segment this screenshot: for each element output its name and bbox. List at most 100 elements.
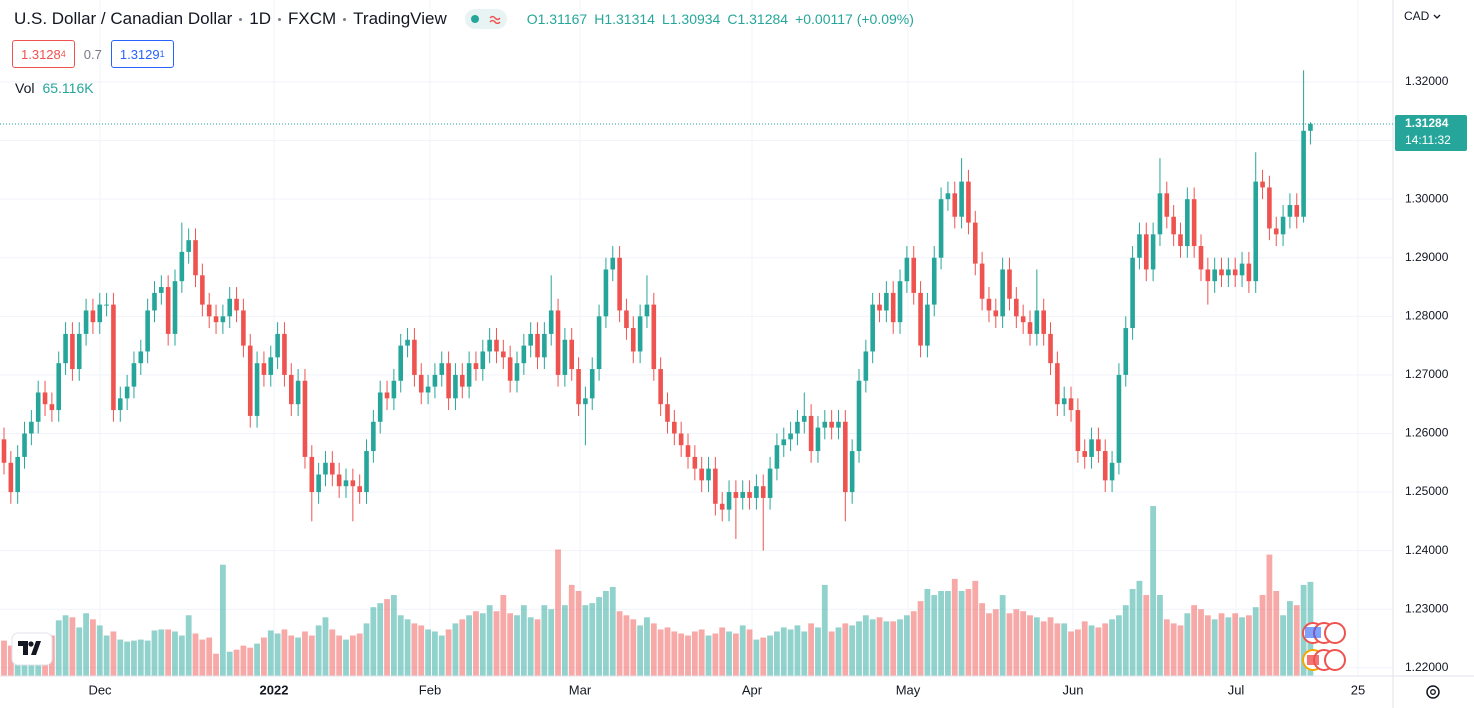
x-tick-label: 2022 bbox=[260, 682, 289, 697]
currency-chevron[interactable] bbox=[1433, 14, 1441, 19]
volume-bar bbox=[897, 619, 903, 676]
volume-bar bbox=[1293, 605, 1300, 676]
volume-bar bbox=[1020, 611, 1027, 676]
candle-body bbox=[870, 304, 875, 352]
volume-bar bbox=[575, 591, 582, 676]
candle-body bbox=[1308, 123, 1313, 131]
candle-body bbox=[350, 480, 356, 487]
candle-body bbox=[412, 339, 417, 375]
candle-body bbox=[1287, 205, 1293, 217]
candle-body bbox=[630, 328, 636, 352]
volume-bar bbox=[479, 613, 486, 676]
quote-row: 1.3128 4 0.7 1.3129 1 bbox=[12, 40, 174, 68]
change: +0.00117 (+0.09%) bbox=[795, 11, 914, 27]
currency[interactable]: CAD bbox=[1404, 9, 1430, 23]
volume-bar bbox=[137, 639, 144, 676]
volume-bar bbox=[117, 639, 124, 676]
volume-bar bbox=[938, 591, 944, 676]
volume-bar bbox=[96, 625, 103, 676]
ohlc-value: 1.30934 bbox=[669, 11, 721, 27]
candle-body bbox=[172, 281, 178, 334]
legend-header: U.S. Dollar / Canadian Dollar 1D FXCM Tr… bbox=[14, 9, 914, 29]
symbol: U.S. Dollar / Canadian Dollar bbox=[14, 9, 233, 28]
volume-bar bbox=[616, 611, 623, 676]
x-tick-label: May bbox=[896, 682, 921, 697]
event-flags[interactable] bbox=[1302, 622, 1346, 671]
volume-bar bbox=[438, 635, 445, 676]
candle-body bbox=[1267, 187, 1272, 229]
bid-main: 1.3128 bbox=[21, 46, 61, 62]
candle-body bbox=[371, 421, 376, 452]
buy-button[interactable]: 1.3129 1 bbox=[110, 40, 174, 68]
candle-body bbox=[1034, 310, 1040, 334]
candle-body bbox=[1212, 269, 1217, 282]
candle-body bbox=[466, 363, 472, 387]
candle-body bbox=[658, 369, 663, 405]
volume-bar bbox=[158, 629, 165, 676]
candle-body bbox=[849, 451, 855, 493]
volume-bar bbox=[192, 633, 199, 676]
candle-body bbox=[453, 374, 458, 399]
volume-bar bbox=[1259, 595, 1266, 676]
ohlc-key: H bbox=[594, 11, 605, 27]
candle-body bbox=[1096, 439, 1101, 452]
volume-pane bbox=[1, 506, 1314, 676]
volume-bar bbox=[637, 625, 644, 676]
candle-body bbox=[117, 398, 123, 411]
candle-body bbox=[945, 193, 951, 200]
spread: 0.7 bbox=[83, 46, 102, 62]
candle-body bbox=[104, 304, 109, 306]
volume-bar bbox=[1074, 629, 1081, 676]
volume-bar bbox=[917, 601, 924, 676]
ohlc-value: 1.31314 bbox=[604, 11, 655, 27]
y-tick-label: 1.22000 bbox=[1405, 660, 1449, 674]
volume-bar bbox=[582, 605, 589, 676]
bid-pip: 4 bbox=[60, 49, 66, 59]
sell-button[interactable]: 1.3128 4 bbox=[12, 40, 75, 68]
candle-body bbox=[1294, 205, 1300, 217]
volume-bar bbox=[945, 591, 951, 676]
volume-bar bbox=[664, 627, 671, 676]
ohlc-key: L bbox=[661, 11, 670, 27]
volume-bar bbox=[500, 595, 507, 676]
volume-bar bbox=[1061, 623, 1068, 676]
candle-body bbox=[343, 480, 349, 487]
exchange: FXCM bbox=[288, 9, 337, 28]
candle-body bbox=[829, 421, 834, 428]
candle-body bbox=[111, 304, 116, 411]
candle-body bbox=[589, 369, 595, 399]
volume-bar bbox=[459, 619, 466, 676]
y-tick-label: 1.32000 bbox=[1405, 74, 1449, 88]
volume-bar bbox=[1184, 613, 1191, 676]
volume-bar bbox=[589, 603, 596, 676]
volume-bar bbox=[555, 549, 561, 676]
settings-icon[interactable] bbox=[1426, 685, 1440, 699]
volume-bar bbox=[1068, 631, 1074, 676]
candle-body bbox=[179, 251, 185, 282]
volume-bar bbox=[370, 607, 377, 676]
volume-bar bbox=[83, 613, 89, 676]
candle-body bbox=[966, 181, 971, 223]
volume-bar bbox=[363, 623, 370, 676]
volume-bar bbox=[404, 619, 411, 676]
candle-body bbox=[1041, 310, 1046, 334]
candle-body bbox=[480, 351, 486, 370]
candle-body bbox=[617, 257, 622, 311]
volume-bar bbox=[671, 631, 678, 676]
status-pill[interactable] bbox=[464, 9, 507, 29]
candle-body bbox=[596, 316, 602, 370]
volume-bar bbox=[445, 629, 452, 676]
candle-body bbox=[1164, 193, 1170, 217]
volume-bar bbox=[308, 635, 315, 676]
volume-bar bbox=[774, 631, 780, 676]
volume-bar bbox=[1252, 607, 1259, 676]
candle-body bbox=[1089, 439, 1094, 457]
x-tick-label: Apr bbox=[742, 682, 763, 697]
volume-bar bbox=[1177, 625, 1184, 676]
candle-body bbox=[282, 333, 287, 375]
candle-body bbox=[726, 492, 732, 510]
volume-bar bbox=[288, 635, 295, 676]
volume-bar bbox=[76, 627, 83, 676]
volume-bar bbox=[1095, 627, 1102, 676]
volume-bar bbox=[254, 643, 260, 676]
